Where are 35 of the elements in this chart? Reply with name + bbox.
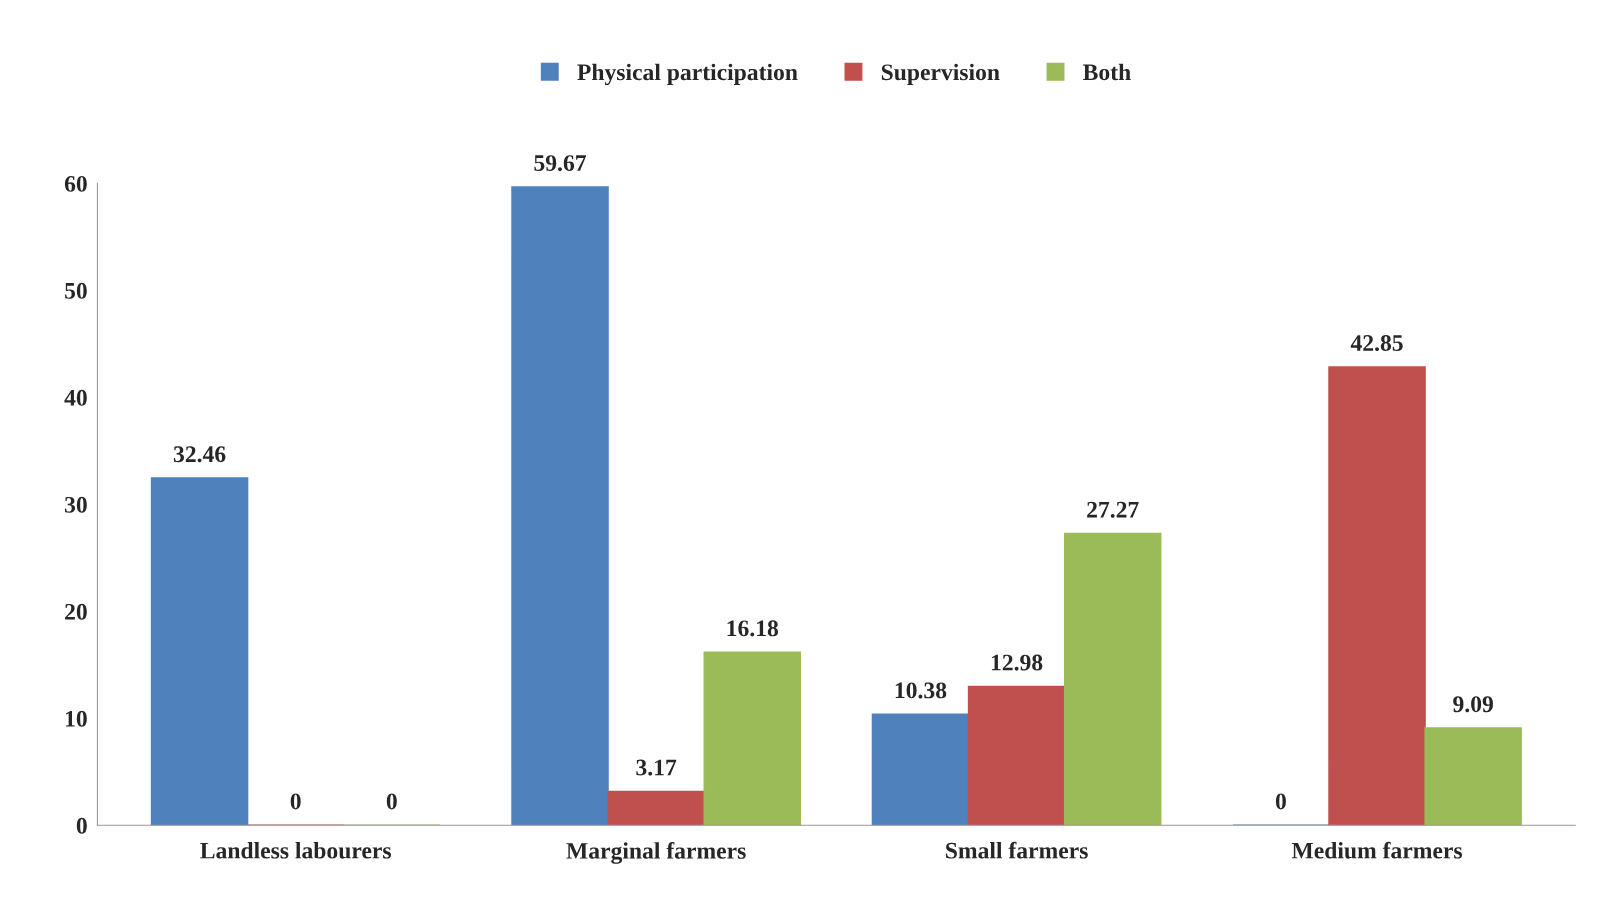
legend-label: Physical participation <box>577 63 798 86</box>
y-tick-label: 30 <box>65 496 87 513</box>
x-tick-label: Landless labourers <box>200 841 391 859</box>
bar <box>871 713 970 826</box>
data-label: 16.18 <box>727 620 779 637</box>
y-tick-label: 0 <box>76 817 87 834</box>
data-label: 59.67 <box>534 155 586 172</box>
y-tick-label: 60 <box>64 175 87 192</box>
data-label: 12.98 <box>991 654 1043 671</box>
bar <box>150 477 249 826</box>
data-label: 27.27 <box>1087 501 1139 518</box>
data-label: 0 <box>290 793 301 810</box>
data-label: 0 <box>1275 793 1286 810</box>
data-label: 10.38 <box>895 682 947 699</box>
data-label: 9.09 <box>1453 696 1493 713</box>
bar <box>703 651 802 826</box>
data-label: 3.17 <box>636 759 677 776</box>
y-tick-label: 40 <box>64 389 87 406</box>
bar <box>1328 366 1426 826</box>
data-label: 42.85 <box>1350 335 1403 352</box>
data-label: 0 <box>386 793 397 810</box>
bar <box>511 186 609 826</box>
legend-label: Supervision <box>881 63 1000 86</box>
bar <box>967 685 1066 826</box>
x-tick-label: Medium farmers <box>1291 841 1463 859</box>
bar <box>1063 532 1162 826</box>
y-tick-label: 10 <box>66 710 87 727</box>
y-tick-label: 50 <box>65 282 87 299</box>
data-label: 32.46 <box>173 446 226 463</box>
legend-label: Both <box>1083 63 1131 81</box>
y-tick-label: 20 <box>65 603 87 620</box>
bar <box>607 790 705 826</box>
bar <box>1424 727 1522 826</box>
x-tick-label: Small farmers <box>946 841 1088 859</box>
x-tick-label: Marginal farmers <box>566 841 746 864</box>
